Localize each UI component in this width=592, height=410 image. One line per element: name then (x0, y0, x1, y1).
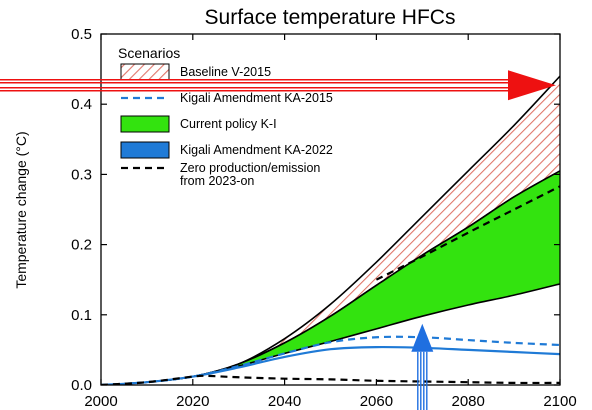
blue-arrow-icon (411, 323, 434, 410)
y-tick-label-1: 0.1 (71, 307, 92, 324)
series-line-unlabeled-5 (375, 185, 560, 281)
x-tick-label-2040: 2040 (268, 393, 301, 410)
series-layer (101, 75, 560, 385)
legend-title: Scenarios (118, 45, 180, 61)
x-tick-label-2020: 2020 (176, 393, 209, 410)
legend-label-kigali-amendment-ka-2022: Kigali Amendment KA-2022 (180, 143, 333, 157)
legend: Scenarios Baseline V-2015 Kigali Amendmen… (118, 45, 333, 188)
y-tick-label-2: 0.2 (71, 237, 92, 254)
y-axis-label: Temperature change (°C) (13, 131, 29, 288)
annotation-layer (0, 70, 556, 410)
y-tick-label-5: 0.5 (71, 26, 92, 43)
axes-layer: 2000 2020 2040 2060 2080 2100 0.0 0.1 0.2 0.3 0.4 0… (71, 26, 577, 410)
series-line-zero-production-emission-from-2023-on (101, 374, 560, 385)
plot-frame (100, 33, 561, 386)
legend-swatch-baseline-v-2015 (120, 63, 170, 81)
legend-swatch-kigali-amendment-ka-2022 (120, 141, 170, 159)
y-tick-label-3: 0.3 (71, 166, 92, 183)
legend-label-baseline-v-2015: Baseline V-2015 (180, 65, 271, 79)
legend-swatch-current-policy-k-i (120, 115, 170, 133)
y-tick-label-0: 0.0 (71, 377, 92, 394)
legend-label-current-policy-k-i: Current policy K-I (180, 117, 277, 131)
chart-title: Surface temperature HFCs (205, 6, 456, 29)
x-tick-label-2080: 2080 (452, 393, 485, 410)
series-line-kigali-amendment-ka-2015 (101, 335, 560, 385)
legend-label-zero-production-emission-from-2023-on-line-1: from 2023-on (180, 174, 254, 188)
x-tick-label-2100: 2100 (543, 393, 576, 410)
legend-label-zero-production-emission-from-2023-on: Zero production/emission (180, 161, 320, 175)
x-tick-label-2060: 2060 (360, 393, 393, 410)
series-band-current-policy-k-i (101, 170, 560, 385)
y-tick-label-4: 0.4 (71, 96, 92, 113)
red-arrow-icon (0, 70, 556, 101)
x-tick-label-2000: 2000 (84, 393, 117, 410)
legend-label-kigali-amendment-ka-2015: Kigali Amendment KA-2015 (180, 91, 333, 105)
